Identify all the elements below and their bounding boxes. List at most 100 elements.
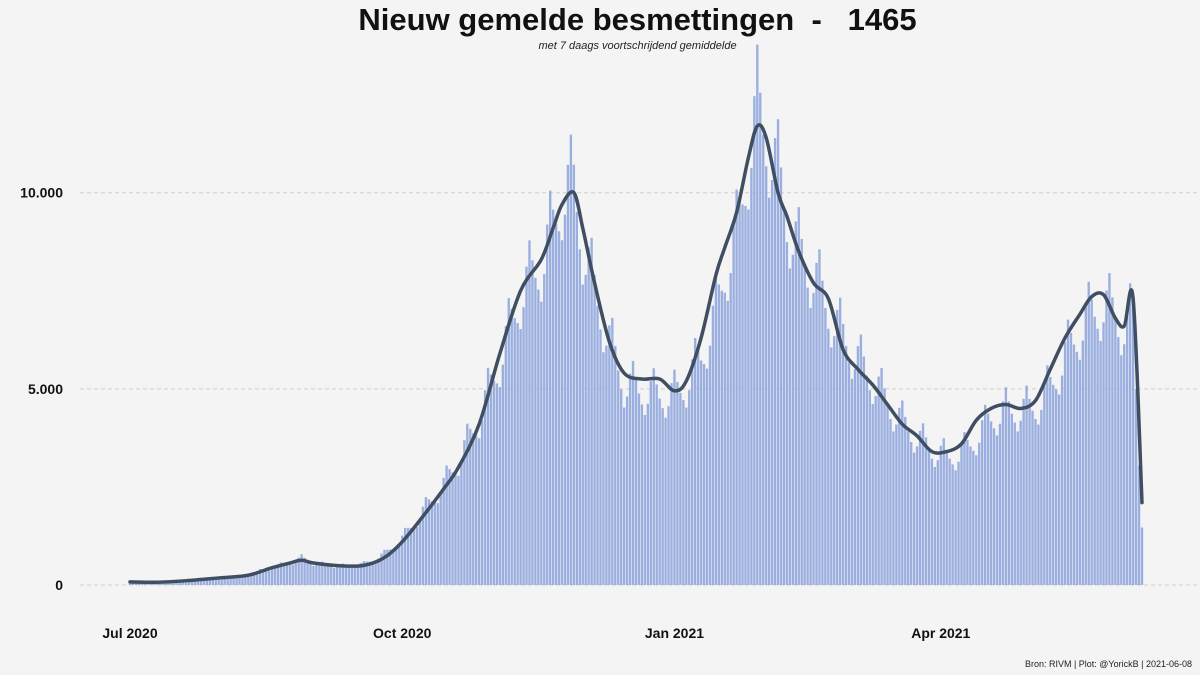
bar (682, 400, 685, 585)
bar (341, 563, 345, 585)
bar (489, 374, 493, 585)
bar (202, 579, 206, 585)
bar (480, 420, 484, 585)
bar (694, 338, 697, 585)
bar (620, 389, 623, 585)
bar (705, 368, 709, 585)
bar (551, 209, 555, 585)
bar (924, 437, 928, 585)
bar (563, 214, 567, 585)
bar (901, 400, 904, 585)
bar (451, 472, 454, 585)
bar (208, 579, 212, 585)
bar (593, 274, 596, 585)
bar (714, 277, 718, 585)
bar (327, 565, 330, 585)
bar (457, 475, 460, 585)
bar (264, 569, 268, 585)
bar (575, 212, 578, 585)
bar (196, 578, 200, 585)
bar (469, 428, 472, 585)
bar (625, 396, 629, 585)
bar (972, 450, 975, 585)
bar (889, 418, 892, 585)
bar (279, 562, 283, 585)
chart-title: Nieuw gemelde besmettingen - 1465 (358, 2, 917, 37)
bar (406, 527, 410, 585)
bar (933, 466, 937, 585)
bar (1087, 281, 1090, 585)
bar (439, 493, 442, 585)
bar (1134, 388, 1138, 585)
bar (960, 444, 963, 585)
bar (821, 280, 824, 585)
bar (244, 575, 247, 585)
bar (969, 446, 972, 585)
bar (226, 577, 229, 585)
bar (907, 431, 910, 585)
bar (726, 300, 729, 585)
bar (273, 567, 277, 585)
bar (1049, 376, 1052, 585)
bar (599, 329, 602, 585)
bar (398, 543, 401, 585)
bar (418, 519, 422, 585)
bar (640, 404, 644, 585)
bar (1140, 527, 1144, 585)
bar (229, 577, 232, 585)
bar (498, 387, 502, 585)
bar (424, 497, 428, 585)
bar (182, 580, 185, 585)
bar (1016, 431, 1019, 585)
y-axis: 0 5.000 10.000 (20, 185, 63, 593)
bar (605, 345, 608, 585)
bar (939, 445, 942, 585)
bar (486, 367, 490, 585)
x-axis: Jul 2020 Oct 2020 Jan 2021 Apr 2021 (102, 625, 970, 641)
bar (247, 575, 250, 585)
bar (637, 393, 641, 585)
bar (300, 554, 303, 585)
y-tick-label: 5.000 (28, 381, 63, 397)
bar (806, 287, 809, 585)
bar (412, 527, 416, 585)
bar (886, 406, 889, 585)
bar (998, 423, 1002, 585)
bar (611, 317, 614, 585)
bar (572, 164, 576, 585)
bar (516, 323, 519, 585)
bar (1137, 465, 1141, 585)
bar (581, 284, 584, 585)
bar (415, 526, 419, 585)
bar (871, 404, 874, 585)
bar (803, 266, 806, 585)
bar (528, 240, 531, 586)
bar (702, 364, 706, 585)
bar (631, 360, 635, 585)
bar (250, 575, 253, 585)
bar (492, 380, 496, 585)
bar (880, 367, 883, 585)
bar (853, 369, 857, 585)
bar (738, 197, 741, 585)
bar (1072, 344, 1076, 585)
bar (285, 564, 289, 585)
bar (401, 535, 404, 585)
bar (765, 166, 768, 585)
bar (667, 406, 670, 585)
bar (395, 548, 398, 585)
bar (276, 564, 280, 585)
bar (711, 305, 715, 585)
bar (986, 413, 990, 585)
bar (827, 328, 830, 585)
bar (877, 376, 880, 585)
bar (584, 274, 587, 585)
bar (315, 564, 318, 585)
bar (543, 273, 546, 585)
line-series (128, 123, 1144, 585)
bar (368, 561, 371, 585)
bar (750, 167, 753, 585)
bar (513, 318, 516, 585)
bar (1057, 394, 1061, 585)
